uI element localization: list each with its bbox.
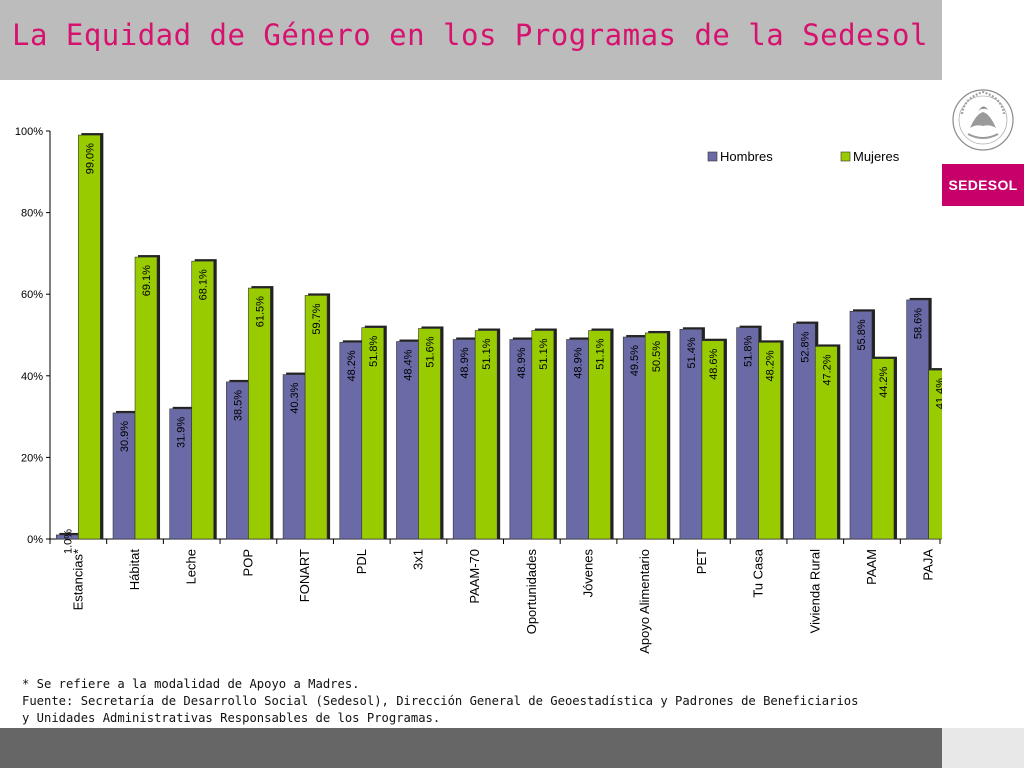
bar-mujeres [871,358,895,540]
page-title: La Equidad de Género en los Programas de… [12,18,928,52]
bar-mujeres [474,330,498,540]
bar-mujeres [361,327,385,540]
data-label-mujeres: 68.1% [198,269,210,300]
data-label-mujeres: 50.5% [651,341,663,372]
data-label-mujeres: 59.7% [311,303,323,334]
data-label-hombres: 48.9% [573,347,585,378]
data-label-mujeres: 44.2% [878,366,890,397]
data-label-hombres: 58.6% [913,308,925,339]
data-label-mujeres: 51.1% [538,338,550,369]
x-tick-label: PAAM [864,549,879,585]
x-tick-label: PET [694,549,709,574]
title-bar: La Equidad de Género en los Programas de… [0,0,942,80]
x-tick-label: Jóvenes [581,549,596,598]
y-tick-label: 100% [15,126,43,138]
x-tick-label: 3x1 [410,549,425,570]
data-label-mujeres: 69.1% [141,265,153,296]
data-label-mujeres: 48.2% [765,350,777,381]
data-label-hombres: 51.8% [743,335,755,366]
x-tick-label: Apoyo Alimentario [637,549,652,654]
data-label-hombres: 51.4% [686,337,698,368]
bar-mujeres [304,295,328,540]
bar-mujeres [758,342,781,540]
mexico-seal-icon [952,89,1014,151]
x-tick-label: Hábitat [127,549,142,591]
data-label-hombres: 52.8% [799,331,811,362]
data-label-mujeres: 51.1% [481,338,493,369]
data-label-mujeres: 51.1% [595,338,607,369]
footnote-line-3: y Unidades Administrativas Responsables … [22,711,441,725]
sedesol-logo: SEDESOL [942,164,1024,206]
bar-mujeres [701,340,725,540]
y-tick-label: 20% [21,452,43,464]
legend-swatch-mujeres [840,151,851,162]
branding-panel [942,0,1024,768]
data-label-hombres: 48.9% [516,347,528,378]
bar-mujeres [814,346,838,540]
x-tick-label: PAJA [921,549,936,581]
footnote: * Se refiere a la modalidad de Apoyo a M… [22,676,1012,727]
x-tick-label: Estancias* [70,549,85,610]
bar-mujeres [134,256,158,540]
legend-swatch-hombres [707,151,718,162]
data-label-mujeres: 51.6% [424,336,436,367]
data-label-mujeres: 48.6% [708,349,720,380]
data-label-hombres: 1.0% [62,529,74,554]
x-tick-label: Oportunidades [524,549,539,635]
footnote-line-1: * Se refiere a la modalidad de Apoyo a M… [22,677,360,691]
bar-mujeres [191,260,215,540]
y-tick-label: 40% [21,371,43,383]
y-tick-label: 0% [27,534,43,546]
x-tick-label: Leche [184,549,199,584]
data-label-mujeres: 51.8% [368,335,380,366]
legend-label-mujeres: Mujeres [853,149,900,164]
bar-mujeres [928,369,942,540]
data-label-hombres: 48.2% [346,350,358,381]
bar-mujeres [588,330,611,540]
data-label-mujeres: 99.0% [84,143,96,174]
data-label-hombres: 48.9% [459,347,471,378]
footnote-line-2: Fuente: Secretaría de Desarrollo Social … [22,694,859,708]
bottom-right-panel [942,728,1024,768]
y-tick-label: 60% [21,289,43,301]
bar-mujeres [418,328,441,540]
x-tick-label: Tu Casa [751,548,766,597]
bottom-bar [0,728,942,768]
bar-mujeres [78,134,101,540]
data-label-hombres: 49.5% [629,345,641,376]
gender-bar-chart: 0% 20% 40% 60% 80% 100% 1.0% 99.0% Estancias* 30.… [15,126,942,654]
bar-mujeres [531,330,555,540]
x-tick-label: PDL [354,549,369,574]
x-tick-label: FONART [297,549,312,602]
data-label-hombres: 31.9% [176,417,188,448]
y-tick-label: 80% [21,208,43,220]
bar-mujeres [248,287,271,540]
data-label-hombres: 40.3% [289,382,301,413]
data-label-hombres: 55.8% [856,319,868,350]
legend-label-hombres: Hombres [720,149,773,164]
x-tick-label: PAAM-70 [467,549,482,604]
data-label-hombres: 30.9% [119,421,131,452]
x-tick-label: POP [240,549,255,576]
data-label-mujeres: 41.4% [935,378,942,409]
data-label-mujeres: 47.2% [821,354,833,385]
data-label-hombres: 38.5% [232,390,244,421]
data-label-mujeres: 61.5% [254,296,266,327]
x-tick-label: Vivienda Rural [807,549,822,633]
data-label-hombres: 48.4% [402,349,414,380]
bar-mujeres [644,332,668,540]
